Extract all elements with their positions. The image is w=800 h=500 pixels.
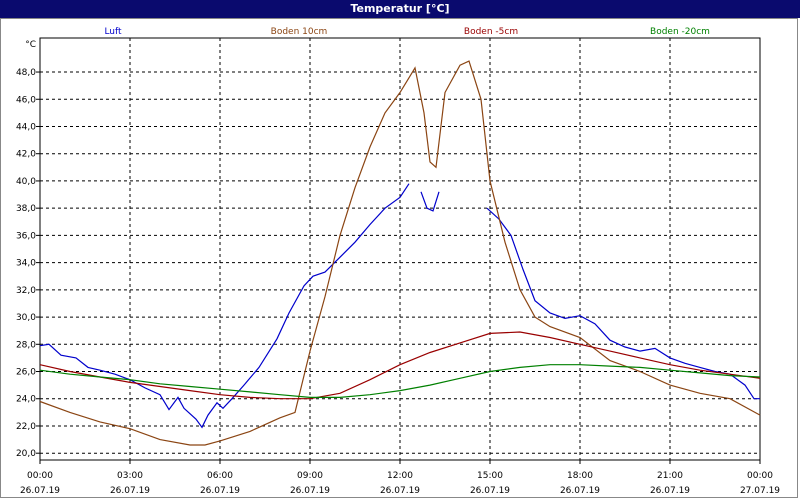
y-tick-label: 28,0 [16, 340, 36, 350]
x-tick-time-label: 00:00 [27, 471, 53, 481]
y-tick-label: 46,0 [16, 95, 36, 105]
legend-entry: Boden -5cm [464, 27, 518, 37]
y-tick-label: 32,0 [16, 286, 36, 296]
x-tick-time-label: 21:00 [657, 471, 683, 481]
series-line-boden-5cm [39, 331, 761, 400]
y-tick-label: 34,0 [16, 259, 36, 269]
y-tick-label: 42,0 [16, 150, 36, 160]
y-tick-label: 40,0 [16, 177, 36, 187]
legend-entry: Boden 10cm [271, 27, 328, 37]
x-tick-date-label: 27.07.19 [740, 486, 780, 496]
x-tick-time-label: 18:00 [567, 471, 593, 481]
series-line-boden-10cm [39, 60, 761, 446]
y-tick-label: 36,0 [16, 231, 36, 241]
x-tick-date-label: 26.07.19 [200, 486, 240, 496]
x-tick-time-label: 06:00 [207, 471, 233, 481]
x-tick-date-label: 26.07.19 [470, 486, 510, 496]
x-tick-date-label: 26.07.19 [560, 486, 600, 496]
x-tick-time-label: 00:00 [747, 471, 773, 481]
x-tick-date-label: 26.07.19 [110, 486, 150, 496]
series-line-boden-20cm [39, 364, 761, 398]
series-line-luft [39, 183, 410, 429]
y-tick-label: 30,0 [16, 313, 36, 323]
x-tick-date-label: 26.07.19 [290, 486, 330, 496]
series-line-luft [420, 191, 440, 212]
y-unit-label: °C [25, 40, 36, 50]
x-tick-date-label: 26.07.19 [650, 486, 690, 496]
x-tick-time-label: 15:00 [477, 471, 503, 481]
y-tick-label: 24,0 [16, 395, 36, 405]
chart-title: Temperatur [°C] [0, 0, 800, 18]
y-tick-label: 44,0 [16, 122, 36, 132]
x-tick-date-label: 26.07.19 [20, 486, 60, 496]
x-tick-date-label: 26.07.19 [380, 486, 420, 496]
x-tick-time-label: 03:00 [117, 471, 143, 481]
y-tick-label: 20,0 [16, 449, 36, 459]
chart-frame [0, 18, 798, 498]
y-tick-label: 48,0 [16, 68, 36, 78]
y-tick-label: 38,0 [16, 204, 36, 214]
x-tick-time-label: 09:00 [297, 471, 323, 481]
y-tick-label: 22,0 [16, 422, 36, 432]
legend-entry: Boden -20cm [650, 27, 710, 37]
x-tick-time-label: 12:00 [387, 471, 413, 481]
y-tick-label: 26,0 [16, 368, 36, 378]
legend-entry: Luft [104, 27, 122, 37]
